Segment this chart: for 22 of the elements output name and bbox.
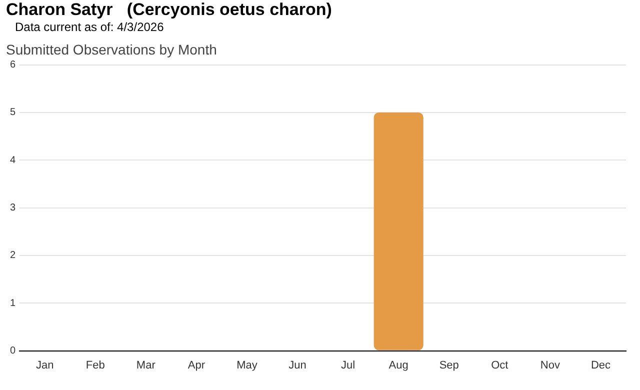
x-tick-label: Jul	[341, 359, 356, 372]
x-tick-label: Jan	[36, 359, 54, 372]
x-tick-label: Aug	[388, 359, 408, 372]
x-tick-label: Sep	[439, 359, 459, 372]
y-tick-label: 3	[10, 202, 16, 214]
y-tick-label: 0	[10, 346, 16, 357]
x-tick-label: Mar	[136, 359, 156, 372]
chart-title: Charon Satyr (Cercyonis oetus charon)	[6, 0, 333, 20]
x-tick-label: Nov	[540, 359, 560, 372]
y-tick-label: 6	[10, 60, 16, 71]
x-tick-label: Oct	[491, 359, 508, 372]
y-tick-label: 5	[10, 107, 16, 118]
x-tick-label: Apr	[188, 359, 206, 372]
x-tick-label: May	[236, 359, 258, 372]
y-tick-label: 2	[10, 250, 16, 262]
chart-subtitle: Data current as of: 4/3/2026	[15, 20, 165, 34]
x-tick-label: Feb	[86, 359, 105, 372]
x-tick-label: Jun	[288, 359, 306, 372]
y-tick-label: 1	[10, 298, 16, 309]
y-tick-label: 4	[10, 154, 16, 166]
x-tick-label: Dec	[590, 359, 612, 372]
text: Submitted Observations by Month	[6, 41, 217, 58]
